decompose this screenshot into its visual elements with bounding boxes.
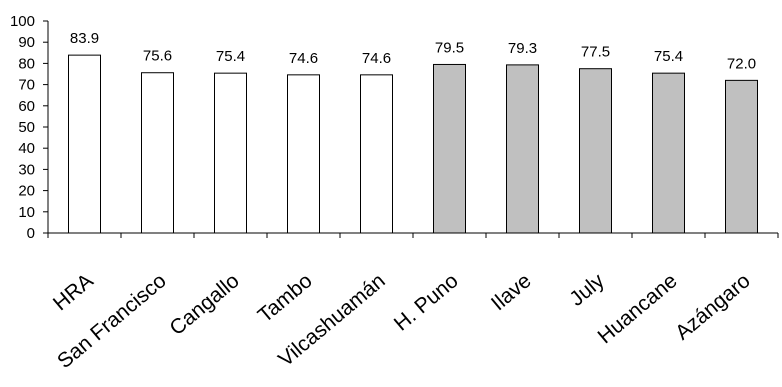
data-label: 74.6 [289,50,318,67]
y-tick-label: 30 [18,161,35,178]
bar [214,72,247,234]
data-label: 75.4 [654,48,683,65]
data-label: 74.6 [362,50,391,67]
bar [433,63,466,234]
bar [360,74,393,234]
y-tick-label: 20 [18,183,35,200]
data-label: 72.0 [727,55,756,72]
category-label: July [565,269,609,311]
data-label: 79.3 [508,40,537,57]
data-label: 75.6 [143,48,172,65]
chart-bars [68,54,758,234]
category-label: Huancane [594,269,682,348]
bar [506,64,539,234]
bar [141,72,174,234]
bar [579,68,612,234]
category-label: Tambo [254,269,317,327]
y-tick-label: 60 [18,98,35,115]
y-tick-label: 90 [18,34,35,51]
y-tick-label: 70 [18,77,35,94]
bar [287,74,320,234]
chart-axes: 0 10 20 30 40 50 60 70 80 90 100 [10,13,779,242]
data-label: 79.5 [435,39,464,56]
category-label: HRA [49,269,98,315]
category-label: Ilave [487,269,536,315]
y-tick-label: 0 [27,225,35,242]
category-label: Azángaro [671,269,755,344]
category-label: Cangallo [165,269,243,340]
y-tick-label: 100 [10,13,35,30]
data-label: 83.9 [70,30,99,47]
bar [652,72,685,234]
category-label: H. Puno [390,269,463,335]
y-tick-label: 80 [18,55,35,72]
data-label: 75.4 [216,48,245,65]
y-tick-label: 40 [18,140,35,157]
data-label: 77.5 [581,44,610,61]
y-tick-label: 50 [18,119,35,136]
bar [68,54,101,234]
bar [725,79,758,234]
y-tick-label: 10 [18,204,35,221]
